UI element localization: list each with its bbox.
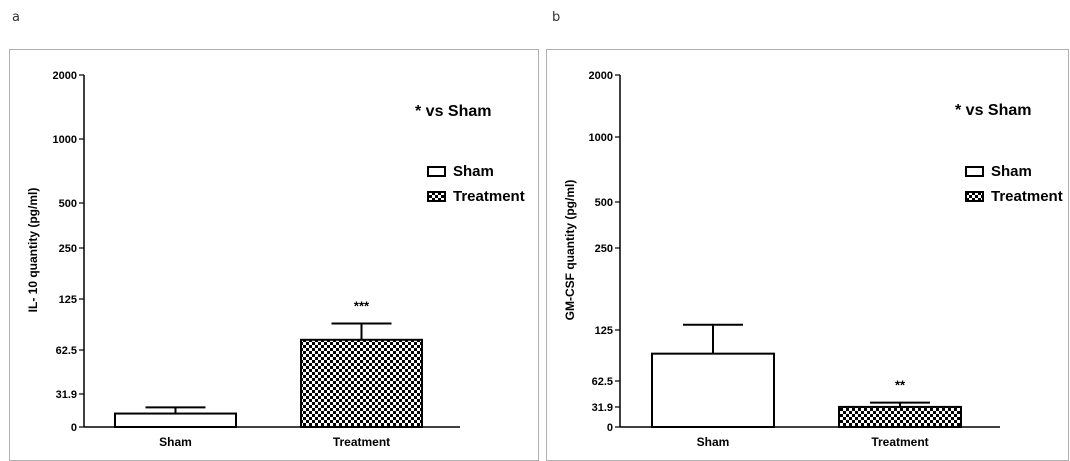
y-tick-label: 62.5 (56, 345, 77, 357)
y-tick-label: 250 (59, 243, 77, 255)
y-tick-label: 250 (595, 243, 613, 255)
legend-swatch (427, 166, 446, 177)
legend-entry: Sham (453, 163, 494, 180)
significance-label: ** (895, 378, 906, 393)
bar-sham (651, 352, 775, 428)
x-tick-label: Sham (697, 435, 730, 449)
y-tick-label: 0 (607, 422, 613, 434)
legend-swatch (427, 191, 446, 202)
y-tick-label: 500 (595, 197, 613, 209)
legend-entry: Sham (991, 163, 1032, 180)
significance-label: *** (354, 298, 370, 313)
y-tick-label: 2000 (589, 70, 613, 82)
legend-swatch (965, 191, 984, 202)
panel-label-b: b (552, 10, 561, 25)
y-tick-label: 2000 (53, 70, 77, 82)
y-axis-label: GM-CSF quantity (pg/ml) (563, 180, 577, 321)
y-tick-label: 1000 (53, 134, 77, 146)
bar-treatment (300, 338, 423, 428)
annotation-text: * vs Sham (415, 103, 491, 120)
chart-b: 0 31.9 62.5 125 250 500 1000 2000 GM-CSF quantit… (563, 70, 1063, 449)
chart-a: 0 31.9 62.5 125 250 500 1000 2000 IL- 10 quantit… (26, 70, 525, 449)
y-tick-label: 0 (71, 422, 77, 434)
y-tick-label: 31.9 (56, 389, 77, 401)
bar-sham (114, 412, 237, 429)
annotation-text: * vs Sham (955, 102, 1031, 119)
y-tick-label: 125 (59, 294, 77, 306)
panel-label-a: a (12, 10, 20, 25)
x-tick-label: Treatment (871, 435, 928, 449)
y-tick-label: 1000 (589, 132, 613, 144)
x-tick-label: Sham (159, 435, 192, 449)
y-tick-label: 31.9 (592, 402, 613, 414)
bar-treatment (838, 405, 962, 429)
legend-entry: Treatment (453, 188, 525, 205)
y-tick-label: 125 (595, 325, 613, 337)
y-tick-label: 500 (59, 198, 77, 210)
y-axis-label: IL- 10 quantity (pg/ml) (26, 188, 40, 313)
legend-swatch (965, 166, 984, 177)
x-tick-label: Treatment (333, 435, 390, 449)
legend-entry: Treatment (991, 188, 1063, 205)
y-tick-label: 62.5 (592, 376, 613, 388)
